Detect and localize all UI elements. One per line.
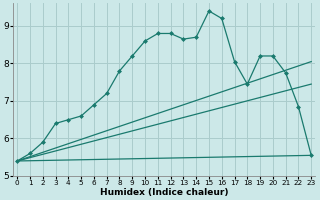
- X-axis label: Humidex (Indice chaleur): Humidex (Indice chaleur): [100, 188, 228, 197]
